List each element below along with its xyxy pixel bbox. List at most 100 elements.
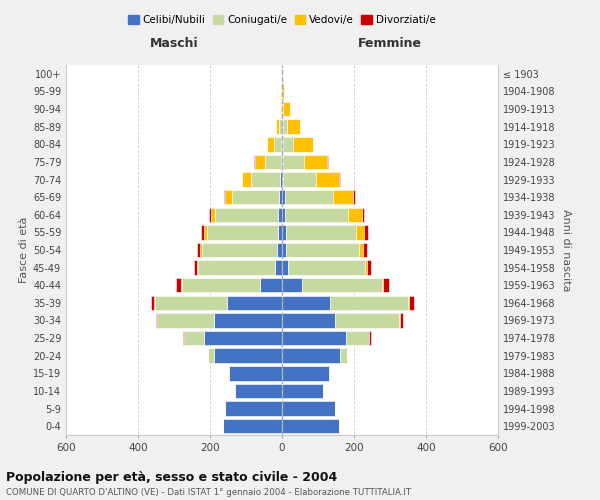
Bar xyxy=(267,137,274,152)
Bar xyxy=(289,260,365,275)
Bar xyxy=(277,243,282,257)
Bar xyxy=(364,225,368,240)
Bar xyxy=(254,154,265,169)
Bar xyxy=(225,402,282,416)
Legend: Celibi/Nubili, Coniugati/e, Vedovi/e, Divorziati/e: Celibi/Nubili, Coniugati/e, Vedovi/e, Di… xyxy=(124,11,440,30)
Bar xyxy=(155,296,227,310)
Bar xyxy=(211,208,215,222)
Bar xyxy=(370,331,371,345)
Bar xyxy=(274,137,281,152)
Bar xyxy=(155,314,157,328)
Bar xyxy=(182,278,260,292)
Bar xyxy=(280,172,282,186)
Bar xyxy=(275,120,279,134)
Bar xyxy=(208,348,214,363)
Bar xyxy=(265,154,281,169)
Bar xyxy=(335,314,400,328)
Bar xyxy=(214,314,282,328)
Bar xyxy=(365,260,367,275)
Bar xyxy=(353,190,355,204)
Bar xyxy=(282,260,289,275)
Bar xyxy=(282,296,329,310)
Bar xyxy=(151,296,154,310)
Bar xyxy=(282,314,335,328)
Bar xyxy=(282,66,283,81)
Bar xyxy=(348,208,362,222)
Bar xyxy=(279,120,282,134)
Bar xyxy=(282,384,323,398)
Bar xyxy=(282,278,302,292)
Bar xyxy=(284,190,334,204)
Bar xyxy=(194,260,197,275)
Bar xyxy=(157,314,214,328)
Bar xyxy=(283,154,304,169)
Bar xyxy=(275,260,282,275)
Bar xyxy=(197,243,200,257)
Bar xyxy=(282,190,284,204)
Bar xyxy=(282,137,283,152)
Bar xyxy=(280,102,281,117)
Bar xyxy=(202,243,277,257)
Bar xyxy=(282,154,283,169)
Bar xyxy=(282,243,286,257)
Bar xyxy=(282,172,283,186)
Bar xyxy=(282,402,335,416)
Bar xyxy=(215,208,278,222)
Bar xyxy=(334,190,353,204)
Bar xyxy=(383,278,389,292)
Bar xyxy=(183,331,184,345)
Bar xyxy=(286,225,356,240)
Bar xyxy=(225,190,232,204)
Bar xyxy=(283,102,290,117)
Bar xyxy=(207,225,278,240)
Bar xyxy=(223,419,282,434)
Bar xyxy=(283,172,316,186)
Bar xyxy=(282,348,340,363)
Text: Femmine: Femmine xyxy=(358,37,422,50)
Text: Maschi: Maschi xyxy=(149,37,199,50)
Bar xyxy=(200,243,202,257)
Bar xyxy=(282,366,329,380)
Bar xyxy=(279,190,282,204)
Bar xyxy=(204,225,207,240)
Text: COMUNE DI QUARTO D'ALTINO (VE) - Dati ISTAT 1° gennaio 2004 - Elaborazione TUTTI: COMUNE DI QUARTO D'ALTINO (VE) - Dati IS… xyxy=(6,488,411,497)
Bar xyxy=(364,243,367,257)
Bar xyxy=(316,172,339,186)
Bar xyxy=(409,296,414,310)
Bar xyxy=(382,278,383,292)
Bar xyxy=(281,137,282,152)
Bar xyxy=(362,208,364,222)
Y-axis label: Fasce di età: Fasce di età xyxy=(19,217,29,283)
Bar xyxy=(214,348,282,363)
Bar xyxy=(199,260,275,275)
Bar xyxy=(282,225,286,240)
Bar xyxy=(260,278,282,292)
Bar xyxy=(282,208,285,222)
Bar xyxy=(356,225,364,240)
Bar xyxy=(293,137,313,152)
Bar xyxy=(286,243,359,257)
Bar xyxy=(282,331,346,345)
Bar xyxy=(346,331,370,345)
Bar xyxy=(251,172,280,186)
Bar xyxy=(242,172,251,186)
Bar xyxy=(184,331,203,345)
Bar xyxy=(304,154,328,169)
Bar xyxy=(229,366,282,380)
Bar xyxy=(181,278,182,292)
Bar xyxy=(203,331,282,345)
Bar xyxy=(224,190,225,204)
Bar xyxy=(278,225,282,240)
Bar xyxy=(400,314,403,328)
Bar xyxy=(235,384,282,398)
Bar xyxy=(287,120,299,134)
Bar xyxy=(281,154,282,169)
Y-axis label: Anni di nascita: Anni di nascita xyxy=(561,209,571,291)
Bar xyxy=(281,102,282,117)
Bar xyxy=(197,260,199,275)
Bar xyxy=(227,296,282,310)
Bar xyxy=(359,243,364,257)
Bar xyxy=(228,366,229,380)
Bar xyxy=(329,296,408,310)
Bar xyxy=(283,84,284,98)
